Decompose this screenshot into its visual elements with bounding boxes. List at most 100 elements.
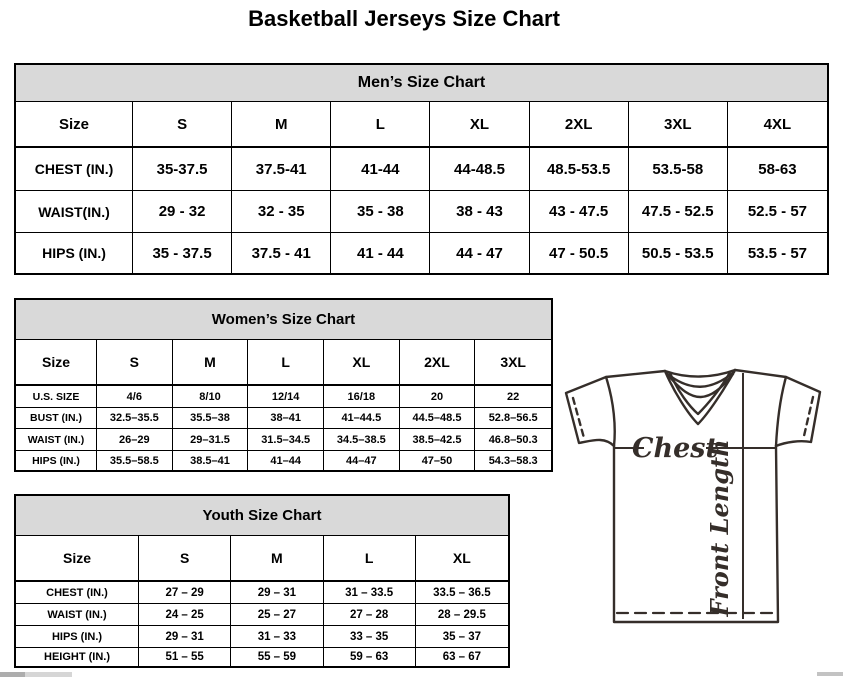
table-cell: 26–29 <box>97 429 173 451</box>
table-cell: 35 – 37 <box>415 626 508 648</box>
youth-col-header: S <box>139 536 232 582</box>
page-title: Basketball Jerseys Size Chart <box>248 6 560 31</box>
youth-size-header: Size <box>16 536 139 582</box>
womens-size-table: Women’s Size Chart Size S M L XL 2XL 3XL… <box>14 298 553 472</box>
table-cell: 31 – 33.5 <box>323 582 416 604</box>
table-cell: 22 <box>475 386 551 408</box>
mens-col-header: 3XL <box>628 102 728 148</box>
table-cell: 44-48.5 <box>430 148 530 191</box>
youth-size-table: Youth Size Chart Size S M L XL CHEST (IN… <box>14 494 510 668</box>
front-length-measure-label: Front Length <box>705 439 734 617</box>
table-cell: 35.5–58.5 <box>97 451 173 470</box>
right-sleeve-seam <box>774 375 788 448</box>
mens-row-label: HIPS (IN.) <box>16 233 133 273</box>
youth-row-label: WAIST (IN.) <box>16 604 139 626</box>
table-cell: 47 - 50.5 <box>530 233 629 273</box>
table-cell: 29–31.5 <box>172 429 249 451</box>
table-cell: 55 – 59 <box>231 648 324 666</box>
youth-table-title: Youth Size Chart <box>16 496 508 536</box>
womens-col-header: S <box>97 340 173 386</box>
body-outline <box>612 444 780 624</box>
womens-col-header: L <box>248 340 324 386</box>
horizontal-scrollbar[interactable] <box>0 671 843 678</box>
table-cell: 44 - 47 <box>430 233 530 273</box>
youth-col-header: M <box>231 536 324 582</box>
table-cell: 27 – 29 <box>139 582 232 604</box>
left-sleeve-seam <box>604 375 616 448</box>
table-cell: 35 - 38 <box>331 191 431 233</box>
table-cell: 32 - 35 <box>232 191 332 233</box>
mens-col-header: L <box>331 102 431 148</box>
table-cell: 47.5 - 52.5 <box>628 191 728 233</box>
table-cell: 59 – 63 <box>324 648 416 666</box>
table-cell: 37.5-41 <box>232 148 332 191</box>
table-cell: 38 - 43 <box>430 191 530 233</box>
table-cell: 53.5 - 57 <box>747 244 808 262</box>
mens-col-header: 2XL <box>529 102 629 148</box>
mens-table-title: Men’s Size Chart <box>16 65 827 102</box>
table-cell: 25 – 27 <box>231 604 324 626</box>
mens-col-header: M <box>232 102 332 148</box>
table-cell: 41 - 44 <box>331 233 431 273</box>
scrollbar-right-button[interactable] <box>817 672 843 676</box>
womens-col-header: XL <box>323 340 400 386</box>
table-cell: 8/10 <box>172 386 249 408</box>
womens-row-label: HIPS (IN.) <box>16 451 97 470</box>
table-cell: 32.5–35.5 <box>97 408 173 429</box>
table-cell: 51 – 55 <box>139 648 232 666</box>
right-cuff-dashed-line <box>802 395 815 438</box>
womens-row-label: U.S. SIZE <box>16 386 97 408</box>
womens-size-header: Size <box>16 340 97 386</box>
table-cell: 35 - 37.5 <box>133 233 233 273</box>
mens-row-label: WAIST(IN.) <box>16 191 133 233</box>
mens-col-header: S <box>133 102 233 148</box>
table-cell: 43 - 47.5 <box>529 191 629 233</box>
table-cell: 4/6 <box>97 386 173 408</box>
youth-row-label: HEIGHT (IN.) <box>16 648 139 666</box>
womens-col-header: 2XL <box>399 340 476 386</box>
table-cell: 38.5–41 <box>173 451 249 470</box>
table-cell: 38–41 <box>248 408 324 429</box>
womens-col-header: 3XL <box>475 340 551 386</box>
table-cell: 29 – 31 <box>139 626 232 648</box>
table-cell: 20 <box>399 386 476 408</box>
table-cell: 29 - 32 <box>133 191 233 233</box>
mens-size-header: Size <box>16 102 133 148</box>
table-cell: 44.5–48.5 <box>399 408 476 429</box>
table-cell: 63 – 67 <box>442 651 482 663</box>
table-cell: 24 – 25 <box>139 604 232 626</box>
table-cell: 16/18 <box>323 386 400 408</box>
womens-row-label: BUST (IN.) <box>16 408 97 429</box>
table-cell: 35.5–38 <box>172 408 249 429</box>
table-cell: 41–44.5 <box>323 408 400 429</box>
table-cell: 31 – 33 <box>231 626 324 648</box>
table-cell: 35-37.5 <box>133 148 233 191</box>
table-cell: 31.5–34.5 <box>248 429 324 451</box>
mens-col-header: XL <box>430 102 530 148</box>
collar-back-curve <box>663 368 737 378</box>
mens-size-table: Men’s Size Chart Size S M L XL 2XL 3XL 4… <box>14 63 829 275</box>
mens-col-header: 4XL <box>727 102 827 148</box>
table-cell: 47–50 <box>400 451 476 470</box>
table-cell: 58-63 <box>727 148 827 191</box>
scrollbar-thumb[interactable] <box>25 672 72 677</box>
scrollbar-left-button[interactable] <box>0 672 25 677</box>
left-sleeve-outline <box>564 369 667 448</box>
table-cell: 54.3–58.3 <box>488 454 538 467</box>
table-cell: 46.8–50.3 <box>475 429 551 451</box>
table-cell: 50.5 - 53.5 <box>629 233 728 273</box>
youth-row-label: HIPS (IN.) <box>16 626 139 648</box>
table-cell: 44–47 <box>324 451 400 470</box>
table-cell: 37.5 - 41 <box>232 233 332 273</box>
womens-row-label: WAIST (IN.) <box>16 429 97 451</box>
vneck-outer <box>663 368 737 426</box>
table-cell: 29 – 31 <box>231 582 324 604</box>
table-cell: 28 – 29.5 <box>415 604 508 626</box>
youth-col-header: L <box>323 536 416 582</box>
table-cell: 52.8–56.5 <box>475 408 551 429</box>
table-cell: 38.5–42.5 <box>399 429 476 451</box>
chest-measure-label: Chest <box>632 433 718 464</box>
table-cell: 34.5–38.5 <box>323 429 400 451</box>
womens-col-header: M <box>172 340 249 386</box>
table-cell: 48.5-53.5 <box>529 148 629 191</box>
